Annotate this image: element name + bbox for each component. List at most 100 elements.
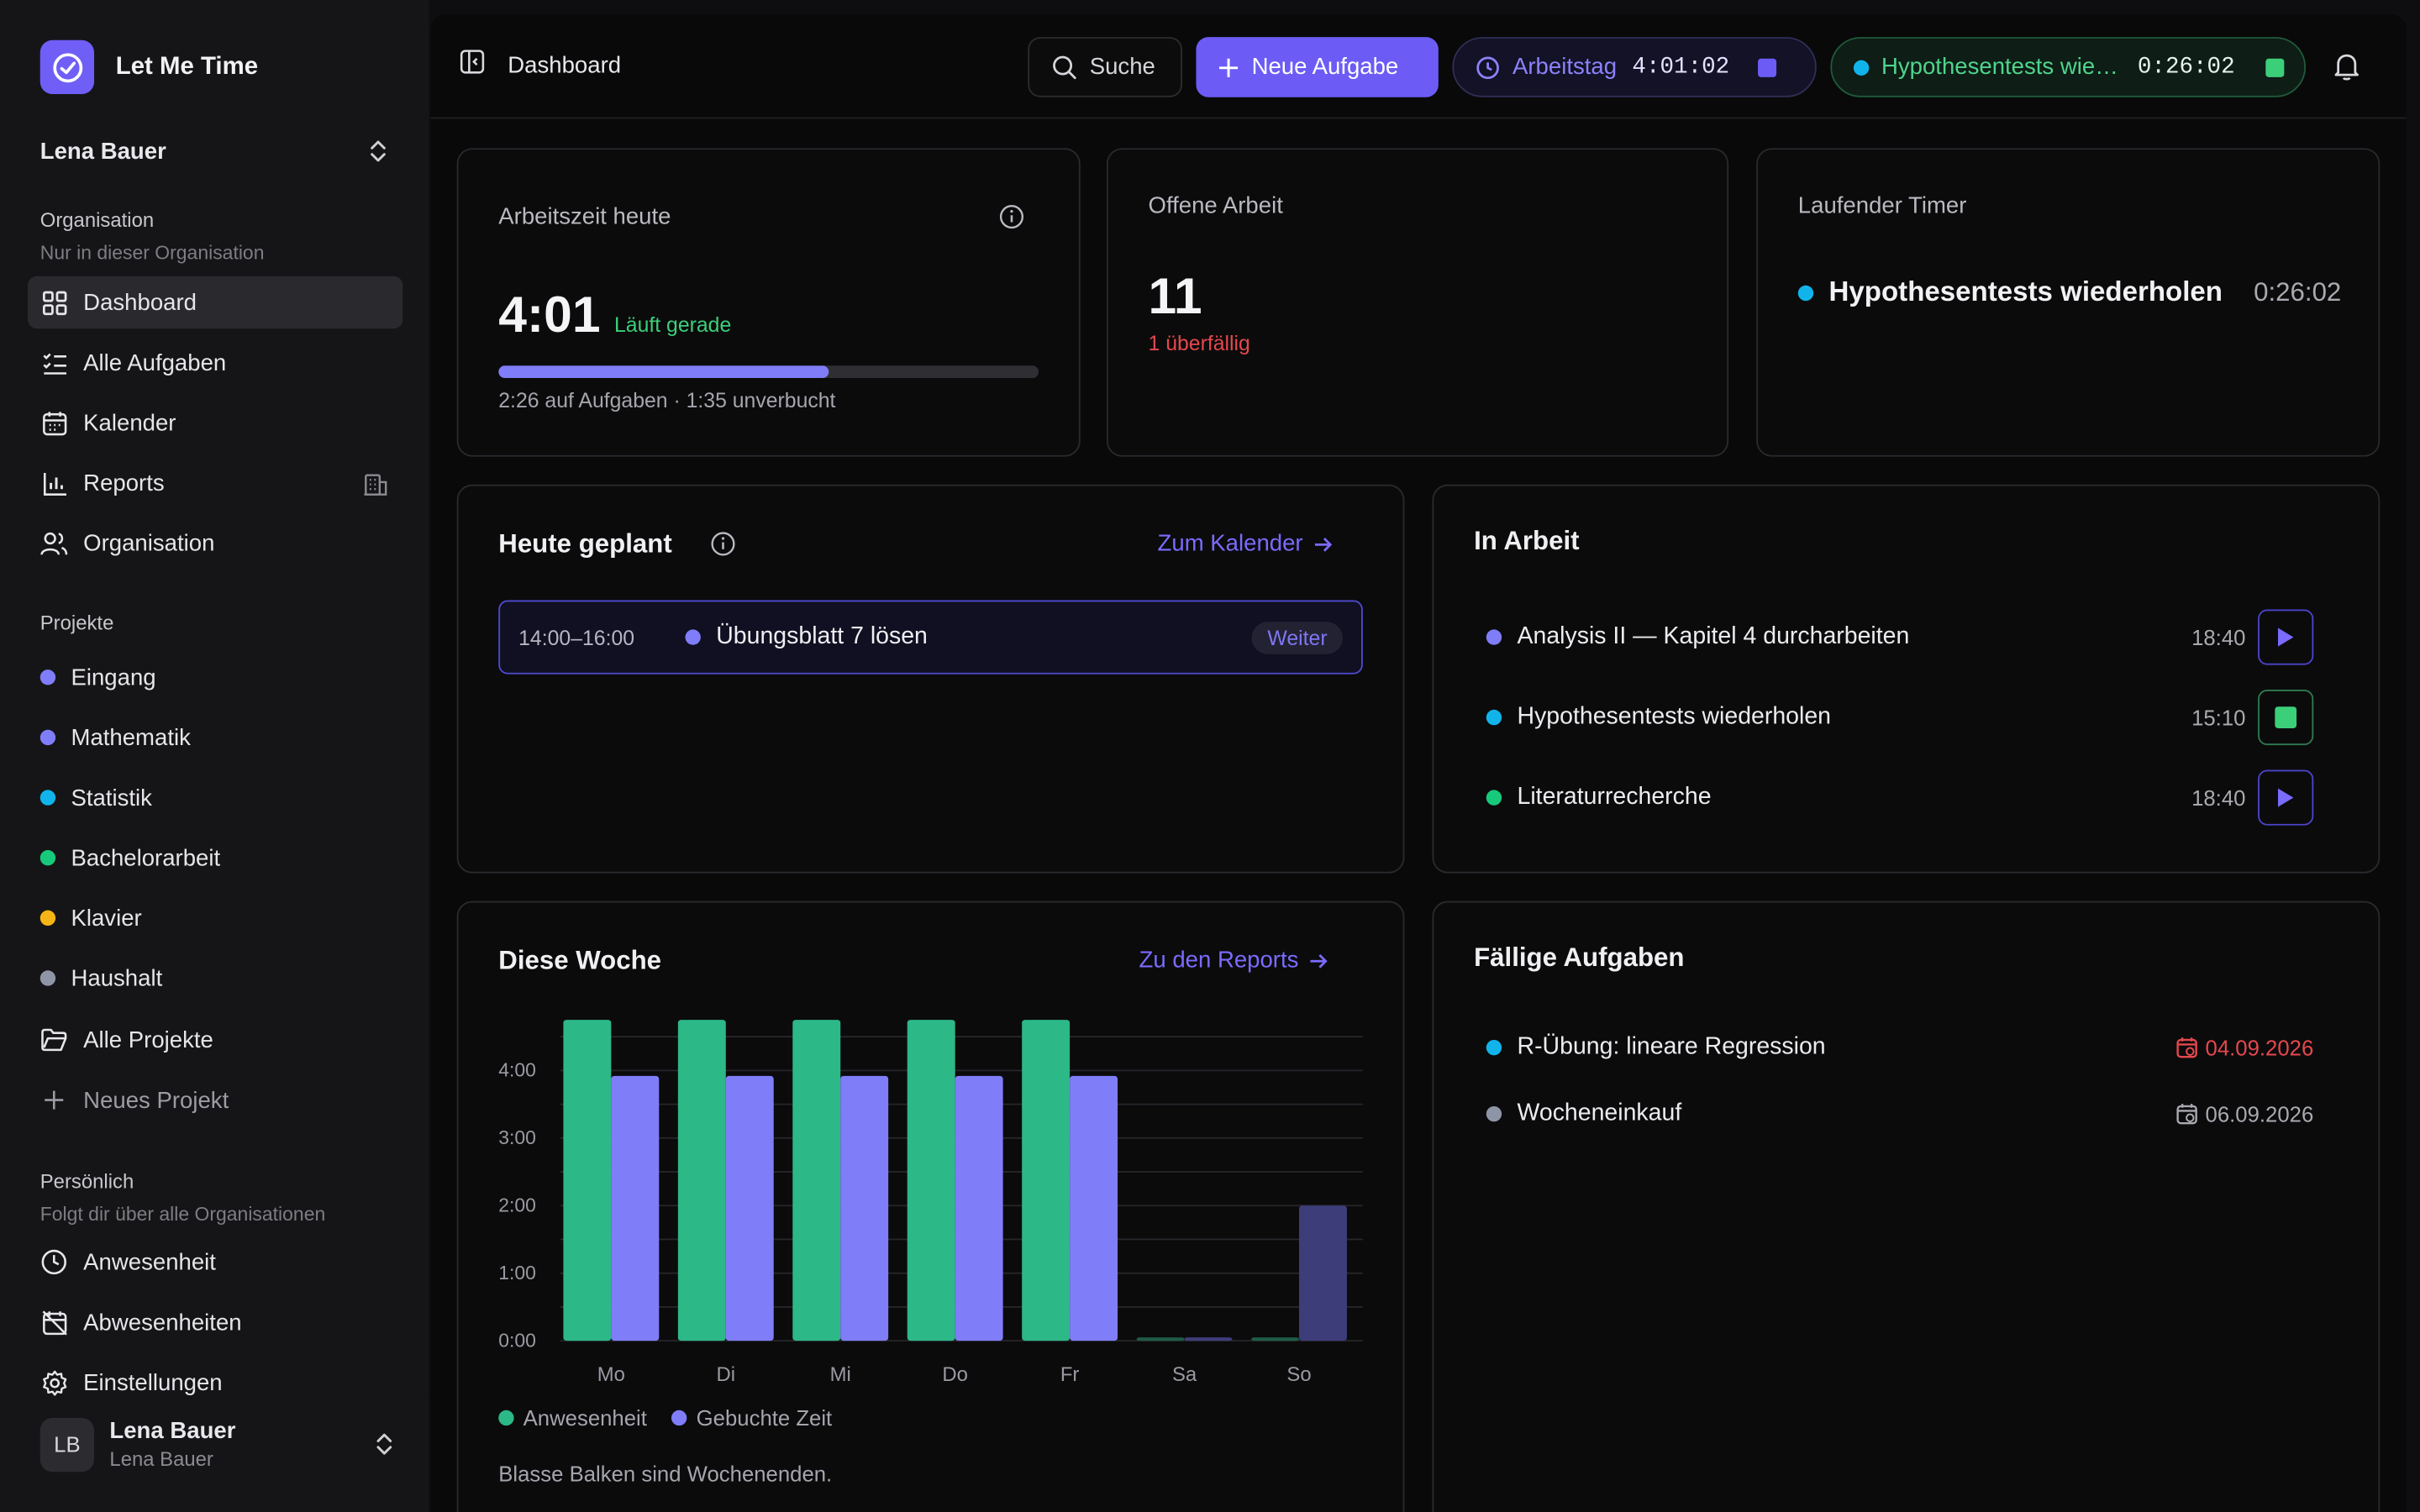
continue-badge[interactable]: Weiter	[1252, 621, 1343, 654]
project-mathematik[interactable]: Mathematik	[28, 711, 402, 764]
new-task-label: Neue Aufgabe	[1251, 54, 1399, 81]
personal-section-title: Persönlich	[39, 1169, 134, 1193]
project-color-dot	[39, 790, 56, 806]
due-date: 06.09.2026	[2176, 1101, 2313, 1126]
open-work-label: Offene Arbeit	[1148, 192, 1283, 219]
workday-timer[interactable]: Arbeitstag 4:01:02	[1452, 37, 1817, 97]
running-task-timer[interactable]: Hypothesentests wiederholen 0:26:02	[1830, 37, 2307, 97]
chart-bar	[1070, 1075, 1118, 1341]
project-color-dot	[39, 729, 56, 746]
worktime-label: Arbeitszeit heute	[498, 203, 671, 230]
chart-bar	[611, 1075, 660, 1341]
project-statistik[interactable]: Statistik	[28, 771, 402, 823]
personal-section-subtitle: Folgt dir über alle Organisationen	[39, 1203, 326, 1226]
project-color-dot	[1486, 1039, 1502, 1056]
y-tick-label: 0:00	[498, 1329, 536, 1351]
app-name: Let Me Time	[115, 53, 259, 80]
org-user-name: Lena Bauer	[39, 138, 166, 165]
nav-organisation[interactable]: Organisation	[28, 517, 402, 569]
info-icon[interactable]	[998, 203, 1024, 237]
calendar-clock-icon	[2176, 1037, 2197, 1058]
project-color-dot	[1853, 59, 1870, 76]
project-eingang[interactable]: Eingang	[28, 651, 402, 703]
open-work-value: 11	[1148, 266, 1202, 324]
building-icon	[363, 470, 389, 503]
task-title: Hypothesentests wiederholen	[1517, 703, 1832, 730]
nav-reports[interactable]: Reports	[28, 457, 402, 509]
user-switcher[interactable]: LB Lena Bauer Lena Bauer	[39, 1413, 395, 1474]
stop-timer-button[interactable]	[2258, 690, 2314, 746]
running-timer-row[interactable]: Hypothesentests wiederholen 0:26:02	[1797, 276, 2341, 309]
planned-item[interactable]: 14:00–16:00 Übungsblatt 7 lösen Weiter	[498, 600, 1363, 675]
search-button[interactable]: Suche	[1028, 37, 1182, 97]
legend-swatch	[671, 1410, 687, 1426]
new-project-button[interactable]: Neues Projekt	[28, 1074, 402, 1126]
plus-icon	[40, 1086, 68, 1114]
brand[interactable]: Let Me Time	[39, 39, 259, 95]
new-task-button[interactable]: Neue Aufgabe	[1196, 37, 1439, 97]
due-item[interactable]: Wocheneinkauf 06.09.2026	[1486, 1091, 2326, 1137]
chart-legend: Anwesenheit Gebuchte Zeit	[498, 1405, 832, 1431]
bell-icon[interactable]	[2332, 51, 2361, 90]
nav-calendar[interactable]: Kalender	[28, 396, 402, 449]
project-label: Statistik	[71, 784, 152, 811]
open-work-card: Offene Arbeit 11 1 überfällig	[1106, 148, 1729, 457]
chart-bar	[840, 1075, 889, 1341]
stop-icon[interactable]	[2265, 57, 2285, 76]
in-progress-item[interactable]: Literaturrecherche 18:40	[1486, 769, 2326, 826]
org-user-switcher[interactable]: Lena Bauer	[40, 133, 389, 170]
nav-all-projects[interactable]: Alle Projekte	[28, 1014, 402, 1066]
worktime-card: Arbeitszeit heute 4:01 Läuft gerade 2:26…	[456, 148, 1081, 457]
to-reports-link[interactable]: Zu den Reports	[1139, 948, 1330, 974]
nav-label: Anwesenheit	[83, 1248, 216, 1276]
nav-attendance[interactable]: Anwesenheit	[28, 1236, 402, 1288]
checklist-icon	[40, 349, 68, 376]
to-calendar-link[interactable]: Zum Kalender	[1158, 531, 1334, 557]
x-tick-label: Fr	[1060, 1363, 1080, 1386]
user-text: Lena Bauer Lena Bauer	[109, 1418, 358, 1470]
legend-swatch	[498, 1410, 514, 1426]
workday-time: 4:01:02	[1632, 54, 1730, 81]
week-chart: 0:00 1:00 2:00 3:00 4:00 Mo Di Mi Do Fr Sa So	[498, 1020, 1363, 1386]
nav-settings[interactable]: Einstellungen	[28, 1356, 402, 1408]
page-header: Dashboard	[459, 48, 622, 81]
search-label: Suche	[1089, 54, 1155, 81]
due-item[interactable]: R-Übung: lineare Regression 04.09.2026	[1486, 1025, 2326, 1071]
stop-icon	[2275, 706, 2297, 728]
nav-dashboard[interactable]: Dashboard	[28, 276, 403, 329]
running-timer-label: Laufender Timer	[1797, 192, 1967, 219]
chart-note: Blasse Balken sind Wochenenden.	[498, 1461, 833, 1486]
stop-icon[interactable]	[1757, 57, 1776, 76]
nav-absences[interactable]: Abwesenheiten	[28, 1296, 402, 1348]
chart-bar	[1136, 1337, 1185, 1341]
start-timer-button[interactable]	[2258, 769, 2314, 826]
running-task-label: Hypothesentests wiederholen	[1881, 54, 2125, 81]
project-label: Bachelorarbeit	[71, 844, 221, 871]
legend-item: Anwesenheit	[498, 1405, 647, 1431]
to-calendar-label: Zum Kalender	[1157, 530, 1303, 558]
x-tick-label: Mi	[830, 1363, 851, 1386]
sidebar-toggle-icon[interactable]	[459, 48, 487, 81]
running-task-time: 0:26:02	[2137, 54, 2235, 81]
start-timer-button[interactable]	[2258, 609, 2314, 665]
due-date-text: 04.09.2026	[2205, 1035, 2314, 1060]
chart-bar	[907, 1020, 955, 1341]
page-title: Dashboard	[508, 51, 622, 78]
chart-bar	[725, 1075, 774, 1341]
project-bachelorarbeit[interactable]: Bachelorarbeit	[28, 832, 402, 884]
project-label: Haushalt	[71, 964, 163, 992]
org-section-subtitle: Nur in dieser Organisation	[39, 242, 265, 265]
project-haushalt[interactable]: Haushalt	[28, 952, 402, 1004]
chart-bar	[677, 1020, 726, 1341]
in-progress-item[interactable]: Analysis II — Kapitel 4 durcharbeiten 18…	[1486, 609, 2326, 665]
sidebar: Let Me Time Lena Bauer Organisation Nur …	[0, 0, 429, 1512]
project-klavier[interactable]: Klavier	[28, 892, 402, 944]
folder-icon	[40, 1026, 68, 1053]
info-icon[interactable]	[710, 531, 736, 564]
nav-all-tasks[interactable]: Alle Aufgaben	[28, 336, 402, 388]
plus-icon	[1219, 57, 1239, 76]
project-label: Klavier	[71, 905, 142, 932]
user-name: Lena Bauer	[109, 1417, 236, 1445]
in-progress-item[interactable]: Hypothesentests wiederholen 15:10	[1486, 690, 2326, 746]
avatar: LB	[39, 1417, 95, 1472]
